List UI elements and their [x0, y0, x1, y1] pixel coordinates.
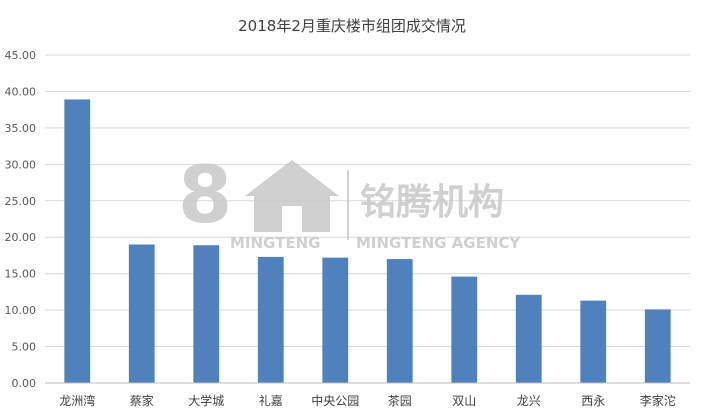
y-tick-label: 25.00	[5, 195, 37, 208]
y-tick-label: 15.00	[5, 268, 37, 281]
house-icon	[245, 160, 339, 232]
y-tick-label: 20.00	[5, 231, 37, 244]
bar-9	[580, 300, 607, 383]
x-tick-label: 礼嘉	[259, 393, 283, 408]
watermark: 8 铭腾机构 MINGTENG MINGTENG AGENCY	[178, 151, 521, 252]
x-tick-label: 大学城	[188, 393, 224, 408]
y-tick-label: 0.00	[12, 377, 37, 390]
watermark-brand-en-left: MINGTENG	[230, 234, 320, 252]
watermark-brand-en-right: MINGTENG AGENCY	[356, 234, 521, 252]
watermark-brand-cn: 铭腾机构	[360, 182, 504, 223]
bar-3	[193, 245, 220, 383]
bar-2	[128, 244, 155, 383]
x-tick-label: 茶园	[388, 393, 412, 408]
x-axis-ticks: 龙洲湾 蔡家 大学城 礼嘉 中央公园 茶园 双山 龙兴 西永 李家沱	[59, 393, 676, 408]
chart-title: 2018年2月重庆楼市组团成交情况	[238, 17, 466, 35]
y-tick-label: 45.00	[5, 49, 37, 62]
y-tick-label: 30.00	[5, 158, 37, 171]
y-tick-label: 5.00	[12, 341, 37, 354]
x-tick-label: 双山	[452, 394, 476, 408]
y-tick-label: 40.00	[5, 85, 37, 98]
x-tick-label: 蔡家	[130, 393, 154, 408]
bar-8	[515, 294, 542, 383]
bar-7	[451, 276, 478, 383]
bar-10	[644, 309, 671, 383]
watermark-logo-digit: 8	[178, 151, 232, 241]
bar-5	[322, 257, 349, 383]
y-tick-label: 10.00	[5, 304, 37, 317]
bars	[64, 99, 671, 383]
x-tick-label: 西永	[581, 394, 605, 408]
bar-4	[257, 256, 284, 383]
bar-1	[64, 99, 91, 383]
x-tick-label: 中央公园	[311, 393, 359, 408]
bar-6	[386, 259, 413, 383]
y-axis-ticks: 0.00 5.00 10.00 15.00 20.00 25.00 30.00 35.00 40…	[5, 49, 37, 390]
x-tick-label: 龙兴	[517, 394, 541, 408]
watermark-divider	[347, 170, 349, 240]
y-tick-label: 35.00	[5, 122, 37, 135]
x-tick-label: 李家沱	[640, 393, 676, 408]
x-tick-label: 龙洲湾	[59, 393, 95, 408]
